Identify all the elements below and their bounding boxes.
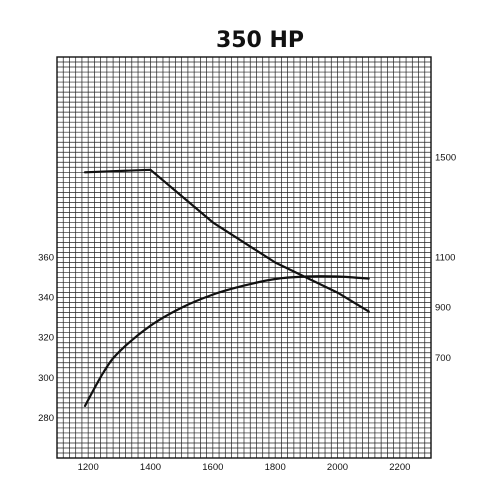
x-tick-label: 1200	[78, 462, 99, 473]
x-tick-label: 2000	[327, 462, 348, 473]
right-axis-tick-label: 900	[435, 303, 451, 314]
left-axis-tick-label: 320	[38, 333, 54, 344]
x-tick-label: 1800	[265, 462, 286, 473]
x-tick-label: 2200	[389, 462, 410, 473]
right-axis-tick-label: 700	[435, 353, 451, 364]
series-line-upper	[83, 168, 370, 313]
right-axis-tick-label: 1100	[435, 253, 455, 264]
series-line-lower	[83, 275, 370, 407]
left-axis-tick-label: 280	[38, 413, 54, 424]
plot-frame	[56, 56, 432, 459]
right-axis-tick-label: 1500	[435, 152, 456, 163]
x-tick-label: 1400	[140, 462, 161, 473]
chart-grid	[56, 56, 432, 459]
left-axis-tick-label: 360	[38, 253, 54, 264]
left-axis-tick-label: 300	[38, 373, 54, 384]
chart-title: 350 HP	[215, 28, 305, 53]
left-axis-tick-label: 340	[38, 293, 54, 304]
x-tick-label: 1600	[202, 462, 223, 473]
